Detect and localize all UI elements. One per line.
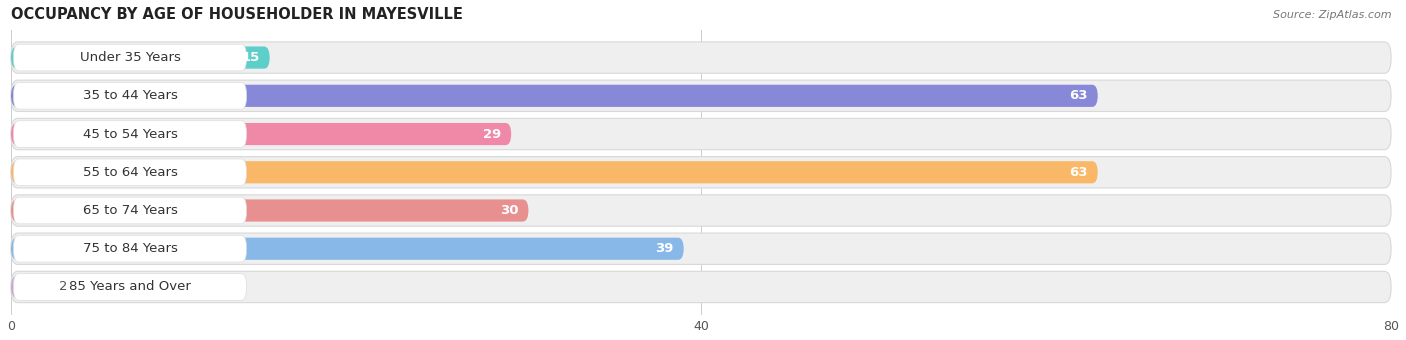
FancyBboxPatch shape: [14, 44, 246, 71]
FancyBboxPatch shape: [11, 118, 1391, 150]
Text: 75 to 84 Years: 75 to 84 Years: [83, 242, 177, 255]
FancyBboxPatch shape: [14, 274, 246, 300]
FancyBboxPatch shape: [11, 195, 1391, 226]
Text: 29: 29: [482, 128, 501, 140]
Text: 85 Years and Over: 85 Years and Over: [69, 280, 191, 293]
Text: 30: 30: [499, 204, 519, 217]
FancyBboxPatch shape: [14, 121, 246, 147]
Text: 39: 39: [655, 242, 673, 255]
FancyBboxPatch shape: [11, 271, 1391, 303]
FancyBboxPatch shape: [11, 276, 45, 298]
Text: Under 35 Years: Under 35 Years: [80, 51, 180, 64]
FancyBboxPatch shape: [14, 159, 246, 186]
Text: 55 to 64 Years: 55 to 64 Years: [83, 166, 177, 179]
Text: 35 to 44 Years: 35 to 44 Years: [83, 89, 177, 102]
FancyBboxPatch shape: [11, 123, 512, 145]
Text: 65 to 74 Years: 65 to 74 Years: [83, 204, 177, 217]
Text: 15: 15: [240, 51, 259, 64]
Text: OCCUPANCY BY AGE OF HOUSEHOLDER IN MAYESVILLE: OCCUPANCY BY AGE OF HOUSEHOLDER IN MAYES…: [11, 7, 463, 22]
Text: 45 to 54 Years: 45 to 54 Years: [83, 128, 177, 140]
Text: 63: 63: [1069, 89, 1087, 102]
FancyBboxPatch shape: [11, 85, 1098, 107]
FancyBboxPatch shape: [14, 235, 246, 262]
Text: Source: ZipAtlas.com: Source: ZipAtlas.com: [1274, 10, 1392, 20]
FancyBboxPatch shape: [11, 161, 1098, 183]
FancyBboxPatch shape: [14, 83, 246, 109]
Text: 2: 2: [59, 280, 67, 293]
FancyBboxPatch shape: [11, 157, 1391, 188]
Text: 63: 63: [1069, 166, 1087, 179]
FancyBboxPatch shape: [11, 42, 1391, 73]
FancyBboxPatch shape: [11, 200, 529, 222]
FancyBboxPatch shape: [14, 197, 246, 224]
FancyBboxPatch shape: [11, 47, 270, 69]
FancyBboxPatch shape: [11, 80, 1391, 112]
FancyBboxPatch shape: [11, 238, 683, 260]
FancyBboxPatch shape: [11, 233, 1391, 265]
